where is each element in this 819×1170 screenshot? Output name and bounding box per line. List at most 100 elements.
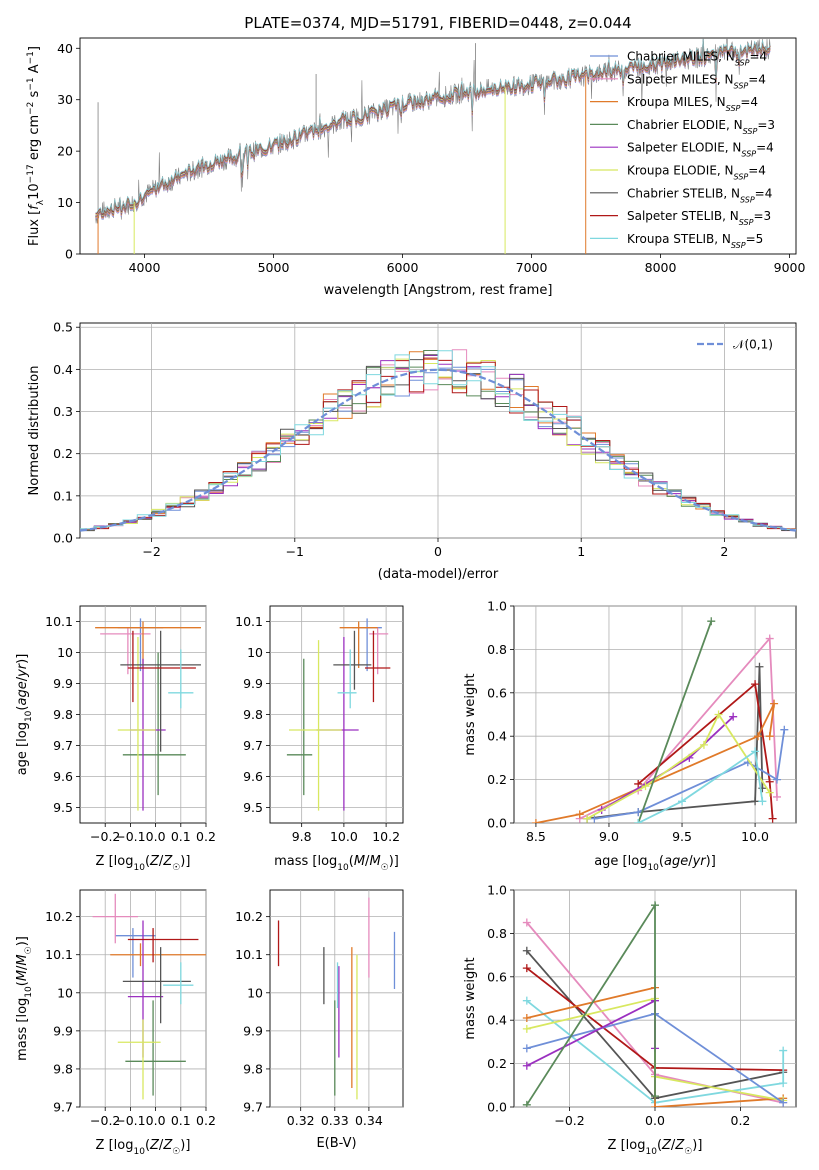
- weight-marker: [575, 810, 584, 819]
- x-tick-label: 0.0: [645, 1113, 665, 1128]
- weight-marker: [768, 814, 777, 823]
- label-part: Z [log: [608, 1138, 646, 1153]
- y-axis-label: age [log10(age/yr)]: [15, 654, 34, 776]
- weight-marker: [522, 1024, 531, 1033]
- legend-value: =4: [749, 50, 767, 64]
- panel-mass_weight_vs_age: 8.5 9.0 9.5 10.0 0.0 0.2 0.4 0.6 0.8 1.0: [487, 599, 797, 844]
- x-tick-label: −0.1: [115, 829, 145, 844]
- y-tick-label: 9.8: [53, 1061, 73, 1076]
- model-spectrum-line: [95, 39, 771, 214]
- label-part: Z [log: [96, 1138, 134, 1153]
- x-tick-label: 5000: [258, 260, 290, 275]
- legend-value: =3: [753, 209, 771, 223]
- y-tick-label: 0.0: [487, 816, 507, 831]
- weight-marker: [751, 797, 760, 806]
- weight-marker: [651, 1092, 659, 1101]
- y-tick-label: 10.1: [235, 614, 263, 629]
- plot-area: [513, 605, 797, 824]
- plot-area: [79, 37, 797, 255]
- legend-subscript: SSP: [734, 81, 749, 90]
- weight-marker: [780, 725, 789, 734]
- y-tick-label: 0.0: [53, 531, 73, 546]
- weight-marker: [522, 1100, 531, 1107]
- label-part: M: [369, 854, 380, 869]
- weight-marker: [522, 996, 531, 1005]
- weight-lines: [531, 617, 789, 823]
- weight-marker: [678, 797, 687, 806]
- y-tick-label: 10: [247, 645, 263, 660]
- weight-marker: [634, 779, 643, 788]
- weight-marker: [634, 808, 643, 817]
- x-axis-label: wavelength [Angstrom, rest frame]: [324, 283, 553, 298]
- label-part: Z: [149, 1138, 160, 1153]
- label-part: /: [15, 676, 30, 681]
- weight-marker: [765, 634, 774, 643]
- y-tick-label: 0.2: [487, 772, 507, 787]
- label-part: Z [log: [96, 854, 134, 869]
- legend-label: Kroupa MILES, NSSP=4: [627, 95, 758, 113]
- weight-marker: [765, 788, 774, 797]
- histogram-step: [80, 350, 796, 530]
- weight-marker: [773, 775, 782, 784]
- legend-label: Chabrier MILES, NSSP=4: [627, 50, 767, 68]
- y-tick-label: 0.5: [53, 320, 73, 335]
- legend-subscript: SSP: [741, 149, 756, 158]
- legend-text: Salpeter STELIB, N: [627, 209, 739, 223]
- label-part: (: [657, 1138, 662, 1153]
- weight-marker: [770, 699, 779, 708]
- weight-marker: [765, 777, 774, 786]
- y-tick-label: 10.2: [45, 909, 73, 924]
- label-part: 10: [24, 986, 34, 998]
- x-tick-label: 8000: [645, 260, 677, 275]
- x-tick-label: 10.2: [372, 829, 400, 844]
- x-tick-label: 0.2: [196, 1113, 216, 1128]
- plot-area: [269, 889, 404, 1108]
- label-part: Z: [162, 1138, 173, 1153]
- y-tick-label: 30: [57, 92, 73, 107]
- legend-value: =4: [740, 95, 758, 109]
- legend-label: Salpeter ELODIE, NSSP=4: [627, 141, 774, 159]
- weight-marker: [765, 732, 774, 741]
- label-part: )]: [15, 654, 30, 664]
- errorbars: [92, 893, 206, 1100]
- label-part: 10: [647, 863, 659, 873]
- x-tick-label: 0.0: [146, 829, 166, 844]
- legend-subscript: SSP: [743, 126, 758, 135]
- normal-curve: [80, 368, 796, 532]
- x-axis-label: Z [log10(Z/Z☉)]: [96, 854, 191, 873]
- x-tick-label: 9.0: [599, 829, 619, 844]
- y-tick-label: 0.1: [53, 488, 73, 503]
- x-tick-label: 9.8: [292, 829, 312, 844]
- weight-marker: [729, 712, 738, 721]
- y-tick-label: 9.7: [243, 738, 263, 753]
- weight-marker: [583, 814, 592, 823]
- y-tick-label: 0.8: [487, 642, 507, 657]
- label-part: )]: [180, 854, 190, 869]
- x-axis-label: mass [log10(M/M☉)]: [274, 854, 399, 873]
- y-tick-label: 1.0: [487, 883, 507, 898]
- label-part: /: [159, 1138, 164, 1153]
- x-tick-label: 6000: [387, 260, 419, 275]
- label-part: 10: [24, 710, 34, 722]
- x-tick-label: 2: [720, 544, 728, 559]
- label-part: mass [log: [15, 998, 30, 1061]
- y-tick-label: 10.1: [45, 947, 73, 962]
- y-tick-label: 0.0: [487, 1100, 507, 1115]
- x-tick-label: −0.1: [115, 1113, 145, 1128]
- y-tick-label: 10.2: [235, 909, 263, 924]
- weight-marker: [779, 1098, 788, 1107]
- legend-label: Salpeter STELIB, NSSP=3: [627, 209, 771, 227]
- spectrum-lines: [95, 38, 771, 254]
- y-tick-label: 0.2: [487, 1056, 507, 1071]
- label-part: ☉: [684, 1147, 692, 1157]
- legend-subscript: SSP: [735, 58, 750, 67]
- x-tick-label: 0.34: [355, 1113, 383, 1128]
- x-tick-label: 10.0: [330, 829, 358, 844]
- errorbars: [277, 897, 396, 1100]
- chart-title: PLATE=0374, MJD=51791, FIBERID=0448, z=0…: [244, 14, 631, 32]
- y-tick-label: 9.8: [53, 707, 73, 722]
- label-part: Flux [: [27, 210, 42, 246]
- y-tick-label: 9.5: [53, 800, 73, 815]
- legend-text: Kroupa MILES, N: [627, 95, 726, 109]
